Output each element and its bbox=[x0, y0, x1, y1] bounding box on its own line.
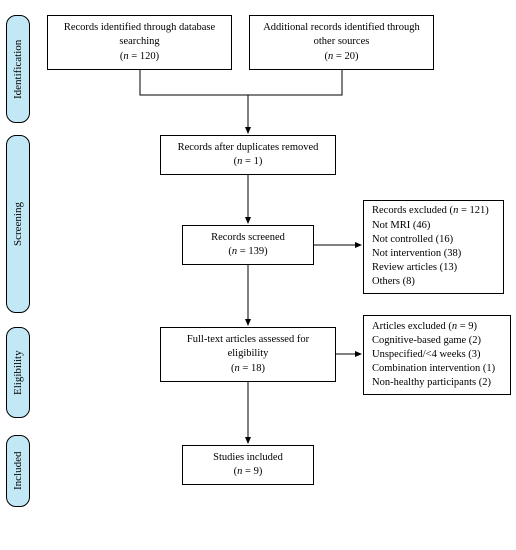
exclusion-line: Cognitive-based game (2) bbox=[372, 334, 481, 348]
box-text: Records screened bbox=[211, 231, 285, 245]
exclusion-line: Unspecified/<4 weeks (3) bbox=[372, 348, 481, 362]
box-text: Records identified through database bbox=[64, 21, 215, 35]
box-records-screened: Records screened (n = 139) bbox=[182, 225, 314, 265]
exclusion-line: Review articles (13) bbox=[372, 261, 457, 275]
box-n: (n = 9) bbox=[234, 465, 263, 479]
box-fulltext-assessed: Full-text articles assessed for eligibil… bbox=[160, 327, 336, 382]
stage-label-text: Screening bbox=[12, 202, 24, 246]
exclusion-line: Others (8) bbox=[372, 275, 415, 289]
box-screening-excluded: Records excluded (n = 121) Not MRI (46) … bbox=[363, 200, 504, 294]
box-duplicates-removed: Records after duplicates removed (n = 1) bbox=[160, 135, 336, 175]
exclusion-line: Records excluded (n = 121) bbox=[372, 204, 489, 218]
box-text: eligibility bbox=[228, 347, 269, 361]
exclusion-line: Combination intervention (1) bbox=[372, 362, 495, 376]
box-other-sources: Additional records identified through ot… bbox=[249, 15, 434, 70]
box-text: other sources bbox=[314, 35, 370, 49]
exclusion-line: Not controlled (16) bbox=[372, 233, 453, 247]
exclusion-line: Not intervention (38) bbox=[372, 247, 461, 261]
box-n: (n = 18) bbox=[231, 362, 265, 376]
stage-label-text: Included bbox=[12, 452, 24, 490]
box-text: Studies included bbox=[213, 451, 283, 465]
box-text: Additional records identified through bbox=[263, 21, 420, 35]
stage-label-text: Eligibility bbox=[12, 350, 24, 395]
stage-screening: Screening bbox=[6, 135, 30, 313]
box-fulltext-excluded: Articles excluded (n = 9) Cognitive-base… bbox=[363, 315, 511, 395]
stage-included: Included bbox=[6, 435, 30, 507]
box-studies-included: Studies included (n = 9) bbox=[182, 445, 314, 485]
box-n: (n = 120) bbox=[120, 50, 159, 64]
exclusion-line: Not MRI (46) bbox=[372, 219, 430, 233]
box-text: Records after duplicates removed bbox=[178, 141, 319, 155]
exclusion-line: Non-healthy participants (2) bbox=[372, 376, 491, 390]
box-text: searching bbox=[119, 35, 159, 49]
box-text: Full-text articles assessed for bbox=[187, 333, 309, 347]
box-n: (n = 20) bbox=[325, 50, 359, 64]
box-n: (n = 1) bbox=[234, 155, 263, 169]
exclusion-line: Articles excluded (n = 9) bbox=[372, 320, 477, 334]
stage-identification: Identification bbox=[6, 15, 30, 123]
prisma-flowchart: Identification Screening Eligibility Inc… bbox=[0, 0, 516, 550]
stage-eligibility: Eligibility bbox=[6, 327, 30, 418]
stage-label-text: Identification bbox=[12, 39, 24, 98]
box-db-search: Records identified through database sear… bbox=[47, 15, 232, 70]
box-n: (n = 139) bbox=[228, 245, 267, 259]
